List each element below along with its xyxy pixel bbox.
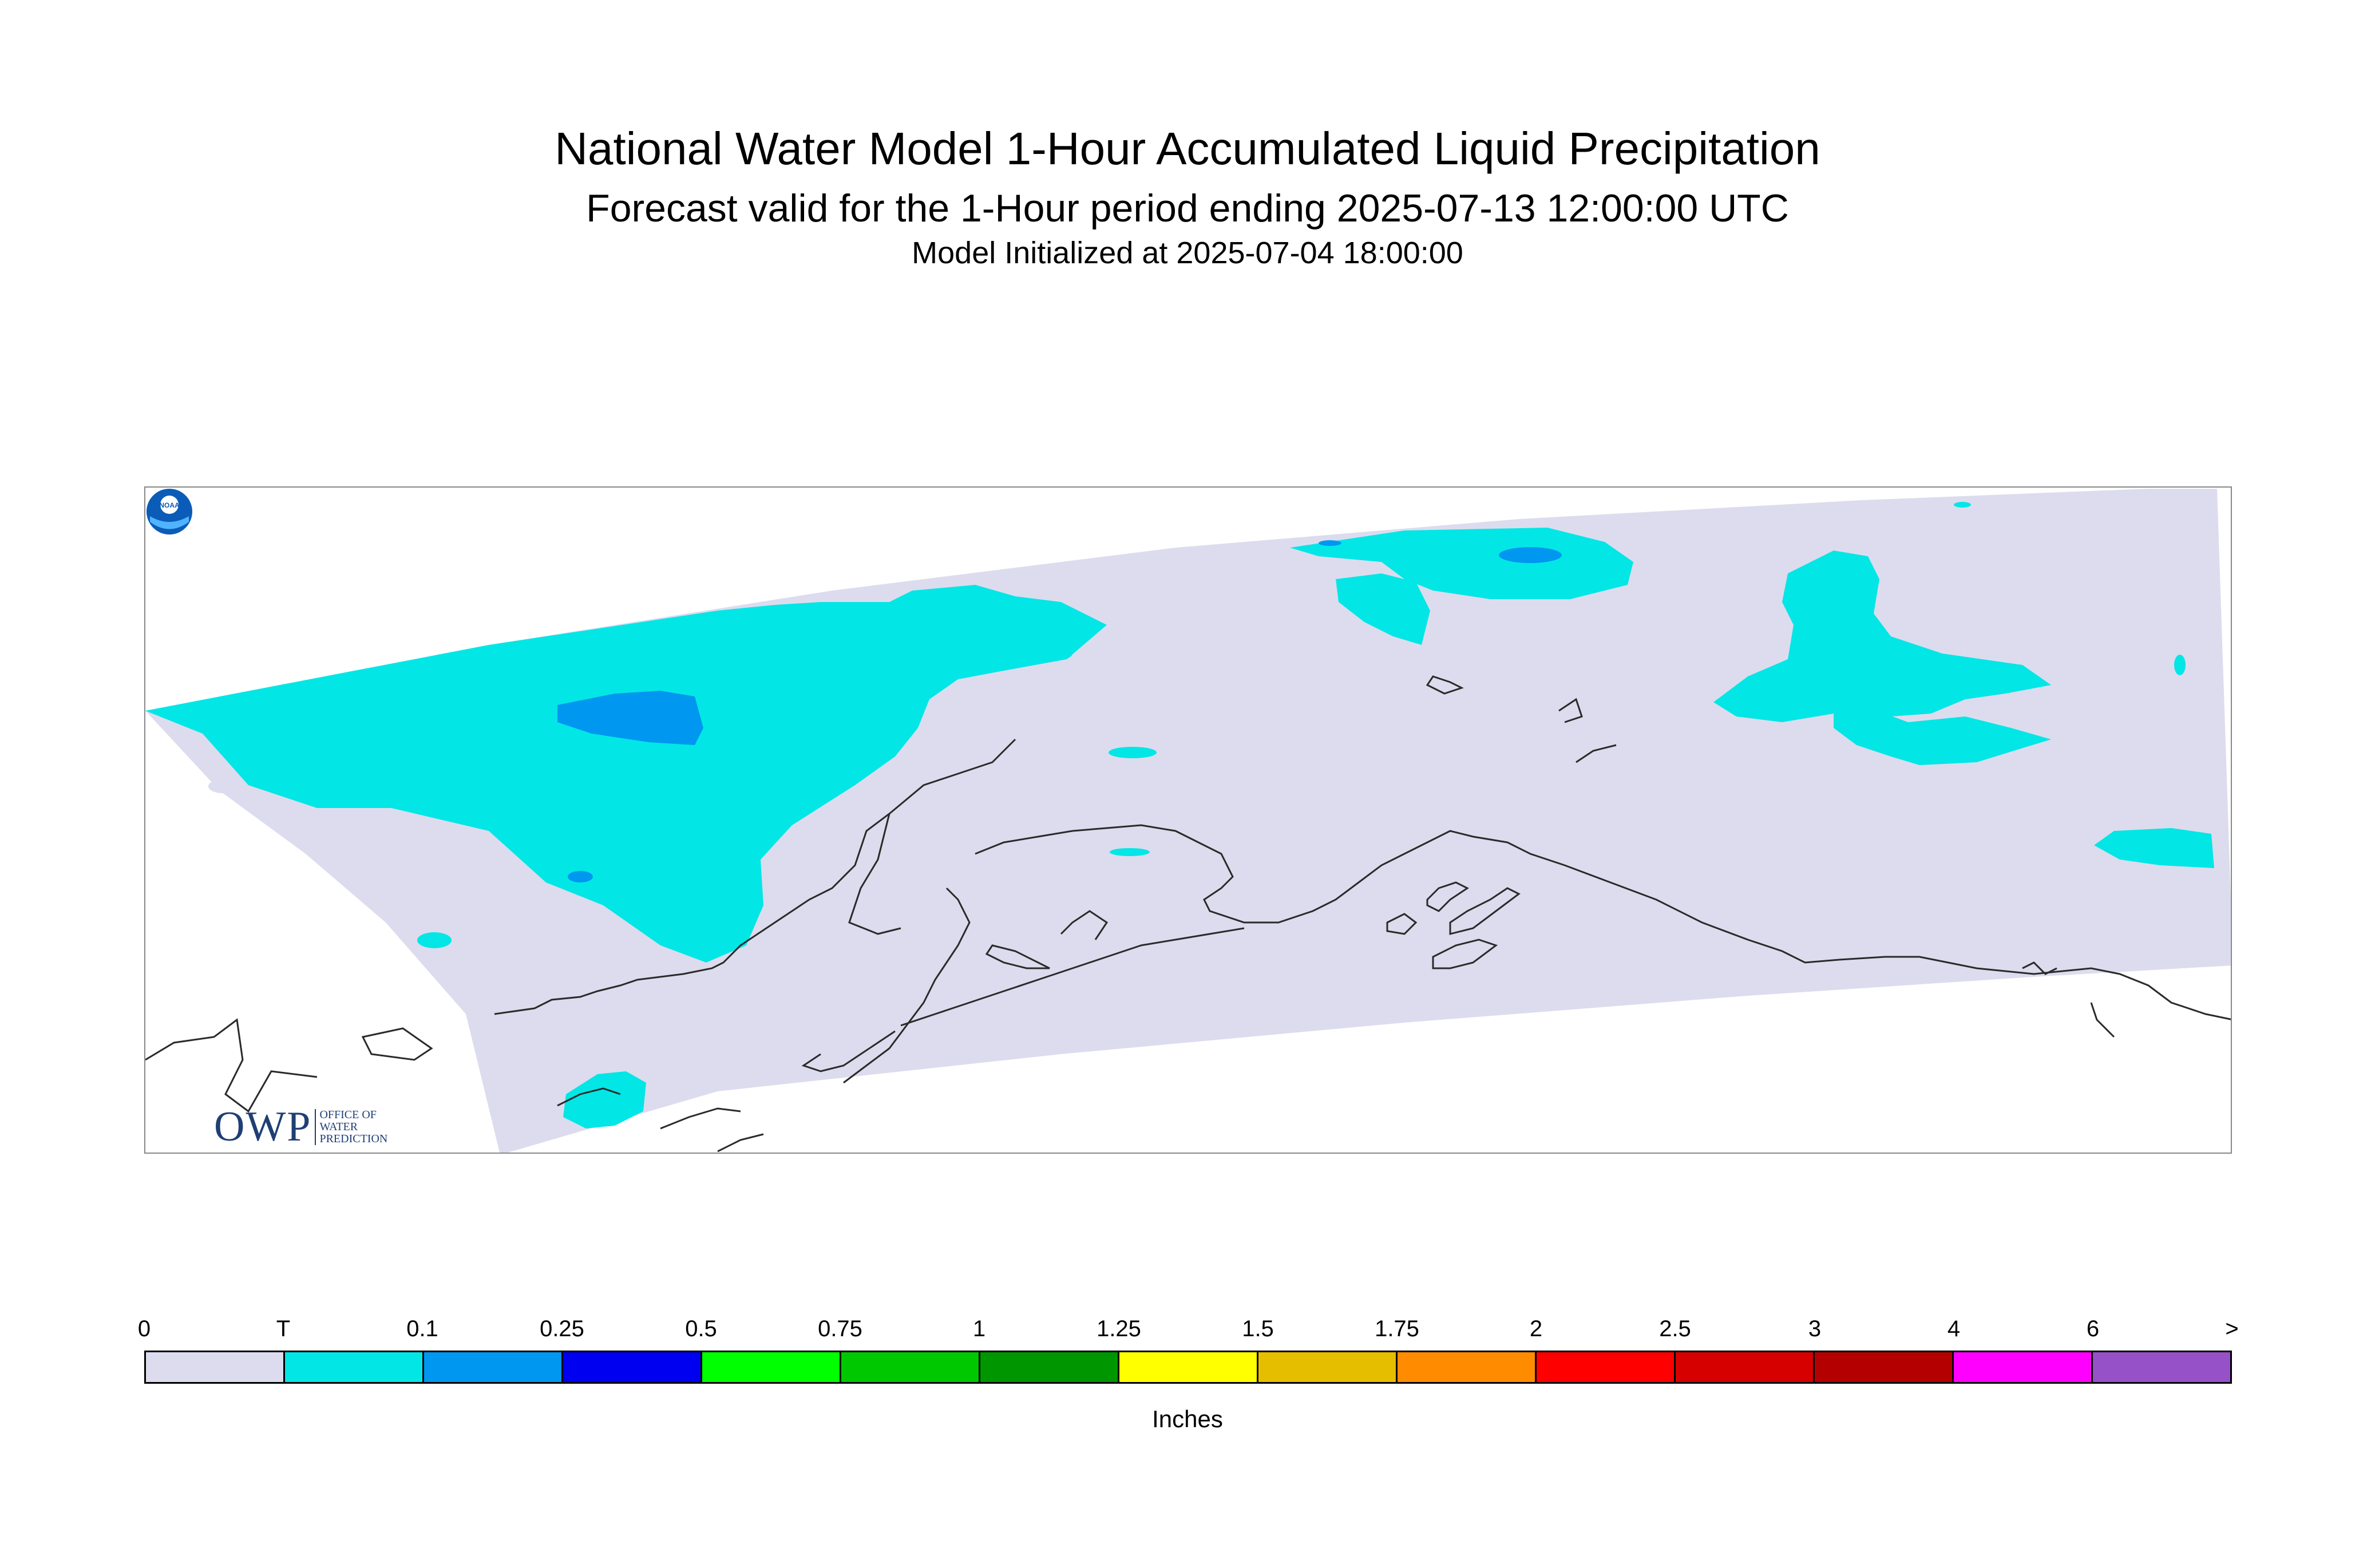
precip-trace-blob-2 xyxy=(1110,848,1150,856)
legend-tick: T xyxy=(276,1316,291,1341)
precip-east-trace-2 xyxy=(2174,655,2186,675)
legend-swatch-6 xyxy=(980,1352,1119,1382)
legend-swatch-9 xyxy=(1398,1352,1537,1382)
outside-domain-sw xyxy=(145,711,500,1153)
owp-logo-subtext: OFFICE OF WATER PREDICTION xyxy=(315,1109,387,1145)
map-svg xyxy=(145,489,2231,1153)
precip-west-trace xyxy=(145,585,1107,963)
legend-tick: 1.75 xyxy=(1375,1316,1419,1341)
legend-units: Inches xyxy=(1152,1405,1223,1432)
precip-north-blue xyxy=(1499,547,1562,563)
precip-north-trace xyxy=(1290,528,1633,599)
precip-trace-blob-3 xyxy=(1038,647,1072,660)
legend-tick: 1 xyxy=(972,1316,986,1341)
legend-swatch-1 xyxy=(285,1352,424,1382)
legend-swatch-11 xyxy=(1676,1352,1815,1382)
legend-swatch-8 xyxy=(1258,1352,1398,1382)
legend-tick: 2 xyxy=(1529,1316,1543,1341)
legend-tick: 0.25 xyxy=(540,1316,584,1341)
legend-swatch-7 xyxy=(1119,1352,1258,1382)
model-init-line: Model Initialized at 2025-07-04 18:00:00 xyxy=(912,236,1463,270)
color-legend-bar xyxy=(144,1351,2232,1384)
legend-swatch-14 xyxy=(2093,1352,2230,1382)
legend-tick: 0.1 xyxy=(406,1316,438,1341)
legend-tick: 1.5 xyxy=(1242,1316,1274,1341)
precip-trace-blob-5 xyxy=(208,779,237,793)
precip-trace-blob-4 xyxy=(417,932,452,948)
map-title: National Water Model 1-Hour Accumulated … xyxy=(555,123,1820,174)
legend-tick: > xyxy=(2225,1316,2239,1341)
legend-swatch-2 xyxy=(424,1352,563,1382)
owp-logo: OWP OFFICE OF WATER PREDICTION xyxy=(214,1103,387,1151)
legend-tick: 3 xyxy=(1808,1316,1822,1341)
legend-swatch-10 xyxy=(1537,1352,1676,1382)
precip-north-blue-2 xyxy=(1319,540,1341,546)
legend-tick: 0.75 xyxy=(818,1316,862,1341)
precip-north-trace-2 xyxy=(1336,573,1430,645)
legend-swatch-0 xyxy=(146,1352,285,1382)
legend-tick: 4 xyxy=(1947,1316,1961,1341)
owp-logo-text: OWP xyxy=(214,1103,312,1150)
legend-swatch-3 xyxy=(563,1352,702,1382)
legend-swatch-4 xyxy=(702,1352,841,1382)
precip-northeast-trace-2 xyxy=(1834,705,2051,765)
precipitation-map[interactable]: OWP OFFICE OF WATER PREDICTION NOAA xyxy=(144,486,2232,1154)
map-subtitle: Forecast valid for the 1-Hour period end… xyxy=(586,187,1789,230)
legend-swatch-5 xyxy=(841,1352,980,1382)
legend-tick: 0 xyxy=(137,1316,151,1341)
precip-northeast-trace xyxy=(1713,551,2051,722)
coastlines xyxy=(145,675,2231,1153)
precip-trace-blob-1 xyxy=(1109,747,1157,758)
noaa-logo: NOAA xyxy=(147,489,192,534)
legend-tick: 2.5 xyxy=(1659,1316,1691,1341)
precip-west-small-blue xyxy=(568,871,593,882)
legend-swatch-12 xyxy=(1815,1352,1954,1382)
legend-swatch-13 xyxy=(1954,1352,2093,1382)
legend-tick: 1.25 xyxy=(1097,1316,1141,1341)
precip-northeast-trace-3 xyxy=(1954,502,1971,508)
legend-tick: 6 xyxy=(2086,1316,2100,1341)
precip-west-0.1 xyxy=(557,691,703,745)
precip-east-trace xyxy=(2094,828,2214,868)
svg-text:NOAA: NOAA xyxy=(159,501,180,509)
legend-tick: 0.5 xyxy=(685,1316,717,1341)
precip-southwest-trace xyxy=(563,1071,646,1129)
